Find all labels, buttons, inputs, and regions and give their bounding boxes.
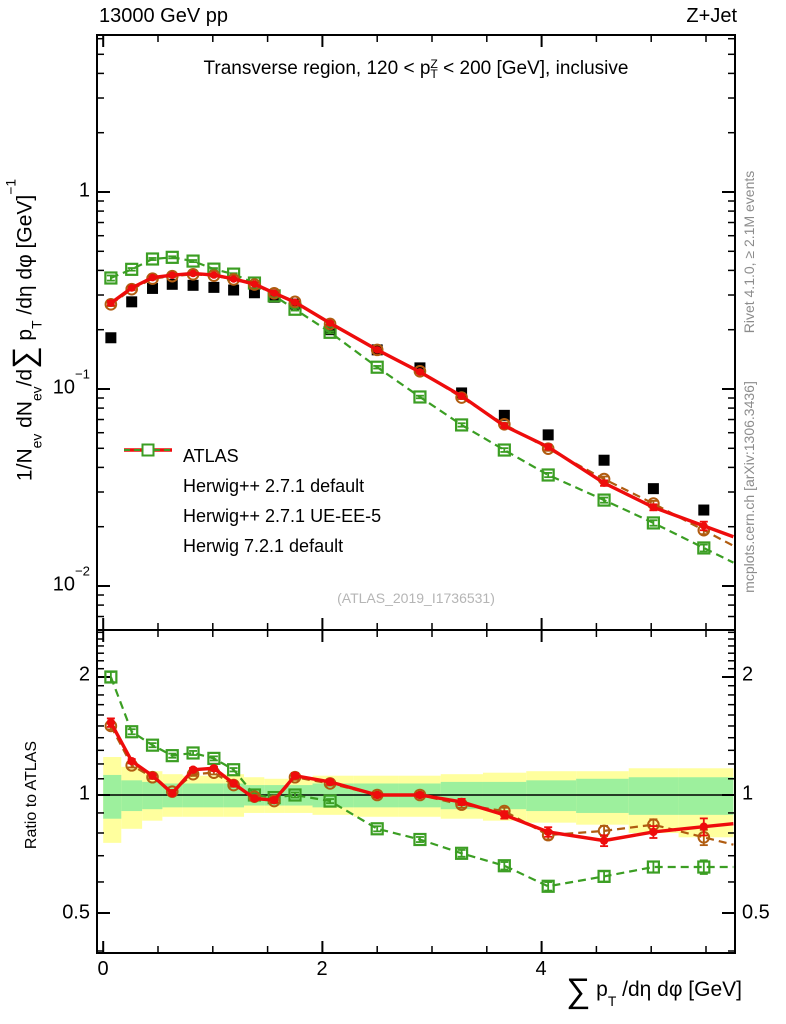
herwigpp-default-marker-icon <box>122 443 174 495</box>
x-axis-label: ∑ pT /dη dφ [GeV] <box>566 972 742 1010</box>
ratio-tick-05-right: 0.5 <box>742 901 770 924</box>
x-tick-0: 0 <box>97 958 109 980</box>
herwigpp-ueee5-marker-icon <box>122 448 174 525</box>
y-tick-1e-2: 10−2 <box>52 563 90 596</box>
legend-label: Herwig++ 2.7.1 UE-EE-5 <box>183 505 382 526</box>
legend-item-herwig7-default: Herwig 7.2.1 default <box>122 443 381 561</box>
analysis-watermark: (ATLAS_2019_I1736531) <box>337 590 495 606</box>
x-tick-4: 4 <box>535 958 547 980</box>
process-label: Z+Jet <box>686 5 737 27</box>
herwig7-default-marker-icon <box>122 443 174 555</box>
y-axis-label-main: 1/Nev dNev/d∑ pT /dη dφ [GeV]−1 <box>2 178 45 482</box>
legend-item-herwigpp-ueee5: Herwig++ 2.7.1 UE-EE-5 <box>122 448 382 531</box>
x-tick-2: 2 <box>316 958 328 980</box>
legend-item-herwigpp-default: Herwig++ 2.7.1 default <box>122 443 381 501</box>
legend-label: Herwig++ 2.7.1 default <box>183 475 365 496</box>
ratio-tick-1-left: 1 <box>78 782 90 805</box>
legend-label: Herwig 7.2.1 default <box>183 535 344 556</box>
ratio-tick-05-left: 0.5 <box>62 901 90 924</box>
y-tick-1: 1 <box>78 179 90 202</box>
ratio-tick-2-right: 2 <box>742 663 754 686</box>
ratio-tick-2-left: 2 <box>78 663 90 686</box>
mcplots-credit: mcplots.cern.ch [arXiv:1306.3436] <box>741 381 757 593</box>
y-tick-1e-1: 10−1 <box>52 366 90 399</box>
legend: ATLAS Herwig++ 2.7.1 default Herwig++ 2.… <box>122 441 381 561</box>
rivet-version-credit: Rivet 4.1.0, ≥ 2.1M events <box>741 170 757 334</box>
beam-energy-label: 13000 GeV pp <box>99 5 228 27</box>
ratio-tick-1-right: 1 <box>742 782 754 805</box>
legend-label: ATLAS <box>183 445 239 466</box>
